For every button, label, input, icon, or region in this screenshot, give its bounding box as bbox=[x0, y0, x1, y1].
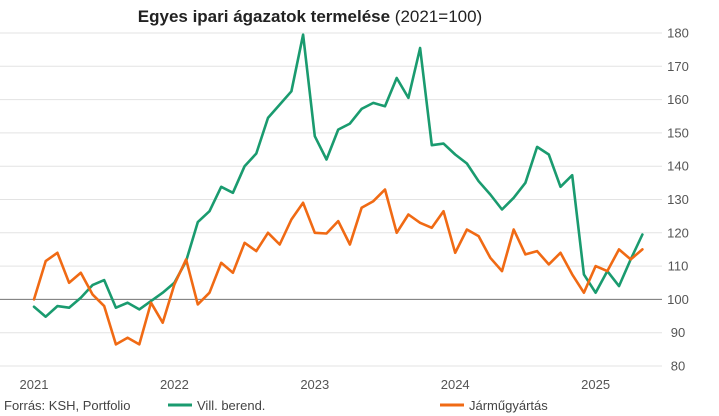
x-tick-label: 2025 bbox=[581, 377, 610, 392]
source-note: Forrás: KSH, Portfolio bbox=[4, 398, 130, 413]
legend-label-vill-berend: Vill. berend. bbox=[197, 398, 265, 413]
y-tick-label: 180 bbox=[667, 26, 689, 41]
chart-title-suffix: (2021=100) bbox=[390, 7, 482, 26]
x-axis: 2021 2022 2023 2024 2025 bbox=[20, 377, 611, 392]
y-tick-label: 130 bbox=[667, 192, 689, 207]
x-tick-label: 2021 bbox=[20, 377, 49, 392]
legend: Vill. berend. Járműgyártás bbox=[168, 398, 548, 413]
series-lines bbox=[32, 33, 644, 346]
series-line-0 bbox=[32, 33, 644, 319]
y-tick-label: 150 bbox=[667, 125, 689, 140]
y-tick-label: 170 bbox=[667, 59, 689, 74]
legend-label-jarmugyartas: Járműgyártás bbox=[469, 398, 548, 413]
chart-title-main: Egyes ipari ágazatok termelése bbox=[138, 7, 390, 26]
y-tick-label: 120 bbox=[667, 225, 689, 240]
y-tick-label: 160 bbox=[667, 92, 689, 107]
series-line-1 bbox=[32, 188, 644, 346]
x-tick-label: 2023 bbox=[300, 377, 329, 392]
y-tick-label: 140 bbox=[667, 159, 689, 174]
y-tick-label: 80 bbox=[671, 359, 685, 374]
x-tick-label: 2022 bbox=[160, 377, 189, 392]
y-tick-label: 90 bbox=[671, 325, 685, 340]
x-tick-label: 2024 bbox=[441, 377, 470, 392]
y-tick-label: 110 bbox=[668, 259, 689, 274]
y-tick-label: 100 bbox=[667, 292, 689, 307]
chart-title: Egyes ipari ágazatok termelése (2021=100… bbox=[138, 7, 482, 26]
grid bbox=[0, 32, 662, 367]
y-axis: 80 90 100 110 120 130 140 150 160 170 180 bbox=[667, 26, 689, 374]
